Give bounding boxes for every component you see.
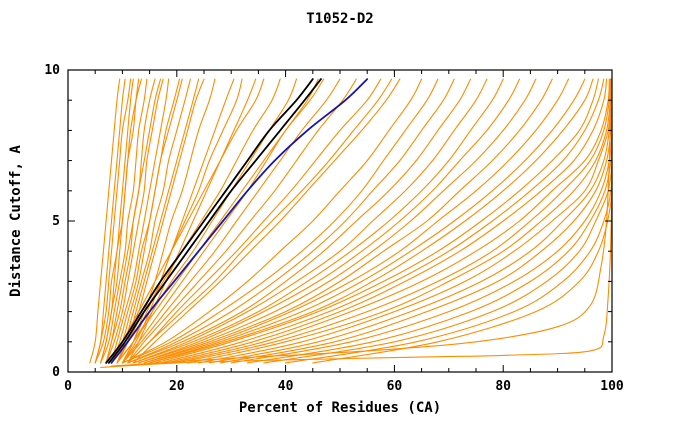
model-curve xyxy=(132,78,488,364)
model-curve xyxy=(149,78,594,364)
model-curve xyxy=(263,78,612,364)
model-curve xyxy=(143,78,553,364)
model-curve xyxy=(198,78,612,364)
model-curve xyxy=(143,78,570,364)
model-curve xyxy=(230,78,612,364)
model-curve xyxy=(110,78,181,364)
tick-label: 100 xyxy=(600,379,624,394)
model-curve-outlier xyxy=(100,78,612,369)
model-curve xyxy=(176,78,611,364)
model-curve xyxy=(121,78,216,364)
model-curve xyxy=(110,78,170,364)
y-axis-label: Distance Cutoff, A xyxy=(8,145,24,297)
model-curve xyxy=(285,78,612,364)
model-curve xyxy=(138,78,537,364)
tick-label: 80 xyxy=(495,379,511,394)
model-curve xyxy=(127,78,472,364)
highlight-curve-blue xyxy=(110,78,369,364)
model-curve xyxy=(154,78,599,364)
model-curve-outlier xyxy=(110,78,612,367)
model-curve xyxy=(105,78,164,364)
tick-label: 0 xyxy=(64,379,72,394)
model-curve xyxy=(132,78,504,364)
model-curve xyxy=(116,78,200,364)
chart-title: T1052-D2 xyxy=(306,11,373,27)
model-curve xyxy=(170,78,610,364)
model-curve xyxy=(116,78,191,364)
model-curve xyxy=(116,78,298,364)
model-curve xyxy=(127,78,455,364)
model-curve xyxy=(121,78,341,364)
model-curve xyxy=(121,78,423,364)
model-curve xyxy=(138,78,521,364)
highlight-curve-black xyxy=(105,78,314,364)
model-curve xyxy=(127,78,393,364)
model-curve xyxy=(149,78,586,364)
model-curve xyxy=(127,78,357,364)
model-curve xyxy=(165,78,608,364)
axes-layer: 0 20 40 60 80 100 0 5 10 xyxy=(44,63,624,394)
highlight-curve-black xyxy=(107,78,322,364)
model-curve xyxy=(105,78,162,364)
model-curve xyxy=(132,78,401,364)
model-curve xyxy=(110,78,265,364)
model-curve xyxy=(159,78,605,364)
model-curve xyxy=(208,78,612,364)
model-curve xyxy=(100,78,148,364)
tick-label: 60 xyxy=(387,379,403,394)
model-curve xyxy=(121,78,235,364)
model-curve xyxy=(94,78,126,364)
model-curve xyxy=(187,78,612,364)
model-curve xyxy=(94,78,132,364)
model-curve xyxy=(127,78,382,364)
model-curve xyxy=(246,78,612,364)
tick-label: 40 xyxy=(278,379,294,394)
tick-label: 20 xyxy=(169,379,185,394)
tick-label: 0 xyxy=(52,365,60,380)
tick-label: 5 xyxy=(52,214,60,229)
model-curve xyxy=(94,78,134,364)
model-curve xyxy=(89,78,121,364)
curves-layer xyxy=(89,78,612,369)
x-axis-label: Percent of Residues (CA) xyxy=(239,400,441,416)
model-curve xyxy=(121,78,439,364)
model-curve xyxy=(100,78,142,364)
tick-label: 10 xyxy=(44,63,60,78)
model-curve xyxy=(121,78,325,364)
model-curve xyxy=(219,78,612,364)
